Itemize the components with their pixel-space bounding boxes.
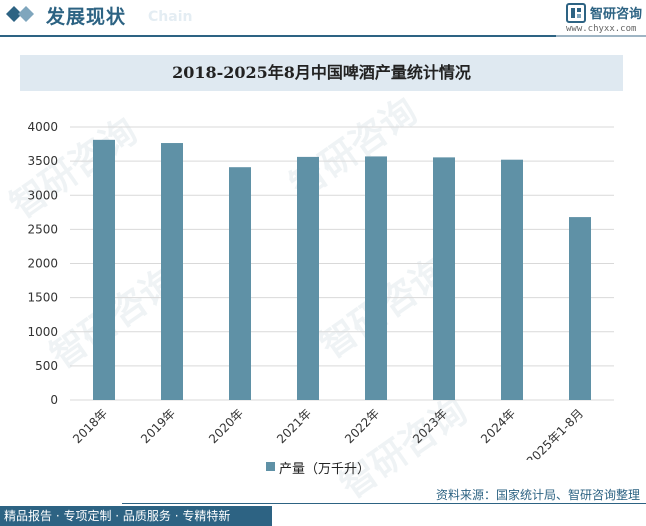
- y-tick-label: 0: [50, 393, 58, 407]
- y-tick-label: 1500: [27, 291, 58, 305]
- y-tick-label: 2000: [27, 257, 58, 271]
- bar: [433, 157, 455, 400]
- bar: [569, 217, 591, 400]
- header-divider: [0, 35, 556, 37]
- y-tick-label: 2500: [27, 222, 58, 236]
- x-tick-label: 2025年1-8月: [524, 406, 586, 460]
- x-tick-label: 2021年: [274, 406, 314, 446]
- legend-label: 产量（万千升）: [279, 462, 371, 477]
- y-tick-label: 1000: [27, 325, 58, 339]
- y-tick-label: 3500: [27, 154, 58, 168]
- chart-title: 2018-2025年8月中国啤酒产量统计情况: [172, 63, 471, 82]
- x-tick-label: 2024年: [478, 406, 518, 446]
- brand-logo-icon: [566, 3, 586, 23]
- bar: [365, 156, 387, 400]
- diamond-bullets-icon: [6, 6, 34, 22]
- bar: [297, 156, 319, 400]
- section-title: 发展现状: [46, 6, 127, 28]
- legend-swatch: [266, 462, 275, 471]
- footer-tagline: 精品报告 · 专项定制 · 品质服务 · 专精特新: [0, 506, 272, 526]
- bar: [161, 143, 183, 400]
- header-divider-accent: [556, 35, 646, 37]
- section-subtitle: Chain: [148, 9, 193, 25]
- page-header: 发展现状 Chain 智研咨询 www.chyxx.com: [0, 0, 646, 37]
- y-tick-label: 4000: [27, 120, 58, 134]
- y-tick-label: 500: [35, 359, 58, 373]
- x-tick-label: 2023年: [410, 406, 450, 446]
- x-tick-label: 2019年: [138, 406, 178, 446]
- chart-title-band: 2018-2025年8月中国啤酒产量统计情况: [20, 55, 623, 91]
- brand-url: www.chyxx.com: [566, 24, 637, 34]
- brand-name: 智研咨询: [590, 7, 643, 22]
- x-tick-label: 2020年: [206, 406, 246, 446]
- x-tick-label: 2022年: [342, 406, 382, 446]
- footer-divider: [122, 503, 646, 504]
- bar: [93, 139, 115, 400]
- bar: [501, 159, 523, 400]
- source-note: 资料来源：国家统计局、智研咨询整理: [435, 488, 640, 502]
- x-tick-label: 2018年: [70, 406, 110, 446]
- y-tick-label: 3000: [27, 188, 58, 202]
- bar: [229, 167, 251, 400]
- bar-chart: 0 500 1000 1500 2000 2500 3000 3500 4000 2018年 201…: [27, 120, 614, 460]
